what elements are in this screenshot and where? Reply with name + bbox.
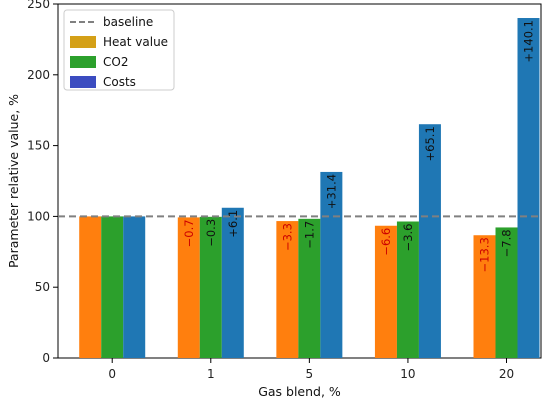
data-label: +31.4: [324, 174, 338, 209]
bar-costs-1: [221, 207, 244, 358]
bar-heat-value-5: [276, 221, 299, 358]
bar-co2-10: [396, 221, 419, 358]
data-label: +140.1: [522, 20, 536, 63]
legend-swatch: [70, 56, 96, 68]
y-tick-label: 250: [27, 0, 50, 11]
data-label: +65.1: [423, 126, 437, 161]
data-label: −3.6: [401, 223, 415, 251]
legend-label: Costs: [103, 75, 136, 89]
bar-heat-value-1: [177, 217, 200, 358]
legend-label: Heat value: [103, 35, 168, 49]
data-label: −0.7: [182, 219, 196, 247]
bar-co2-5: [298, 218, 321, 358]
y-tick-label: 100: [27, 209, 50, 223]
legend-label: baseline: [103, 15, 153, 29]
data-label: +6.1: [226, 210, 240, 238]
x-tick-label: 1: [207, 367, 215, 381]
data-label: −3.3: [280, 223, 294, 251]
y-axis-label: Parameter relative value, %: [6, 94, 21, 268]
bar-co2-0: [101, 216, 124, 358]
bar-group: [79, 18, 540, 358]
bar-costs-5: [320, 171, 343, 358]
x-tick-label: 5: [306, 367, 314, 381]
data-label: −13.3: [478, 237, 492, 272]
y-axis: 0 50 100 150 200 250: [27, 0, 58, 365]
data-labels: −0.7 −0.3 +6.1 −3.3 −1.7 +31.4 −6.6 −3.6 +65.1 −1…: [182, 20, 536, 272]
bar-costs-10: [418, 124, 441, 358]
y-tick-label: 0: [42, 351, 50, 365]
x-tick-label: 10: [400, 367, 415, 381]
legend-swatch: [70, 76, 96, 88]
bar-heat-value-10: [374, 225, 397, 358]
x-tick-label: 0: [108, 367, 116, 381]
x-axis-label: Gas blend, %: [258, 384, 341, 399]
bar-costs-20: [517, 18, 540, 358]
legend-box: [63, 9, 175, 91]
x-tick-label: 20: [499, 367, 514, 381]
legend: baseline Heat value CO2 Costs: [63, 9, 175, 91]
x-axis: 0 1 5 10 20: [108, 358, 514, 381]
y-tick-label: 150: [27, 139, 50, 153]
y-tick-label: 200: [27, 68, 50, 82]
legend-swatch: [70, 36, 96, 48]
bar-heat-value-20: [473, 235, 496, 358]
bar-co2-20: [495, 227, 518, 358]
bar-co2-1: [199, 216, 222, 358]
data-label: −6.6: [379, 228, 393, 256]
legend-label: CO2: [103, 55, 128, 69]
data-label: −7.8: [500, 229, 514, 257]
data-label: −1.7: [302, 221, 316, 249]
y-tick-label: 50: [35, 280, 50, 294]
bar-heat-value-0: [79, 216, 102, 358]
bar-costs-0: [123, 216, 146, 358]
data-label: −0.3: [204, 219, 218, 247]
